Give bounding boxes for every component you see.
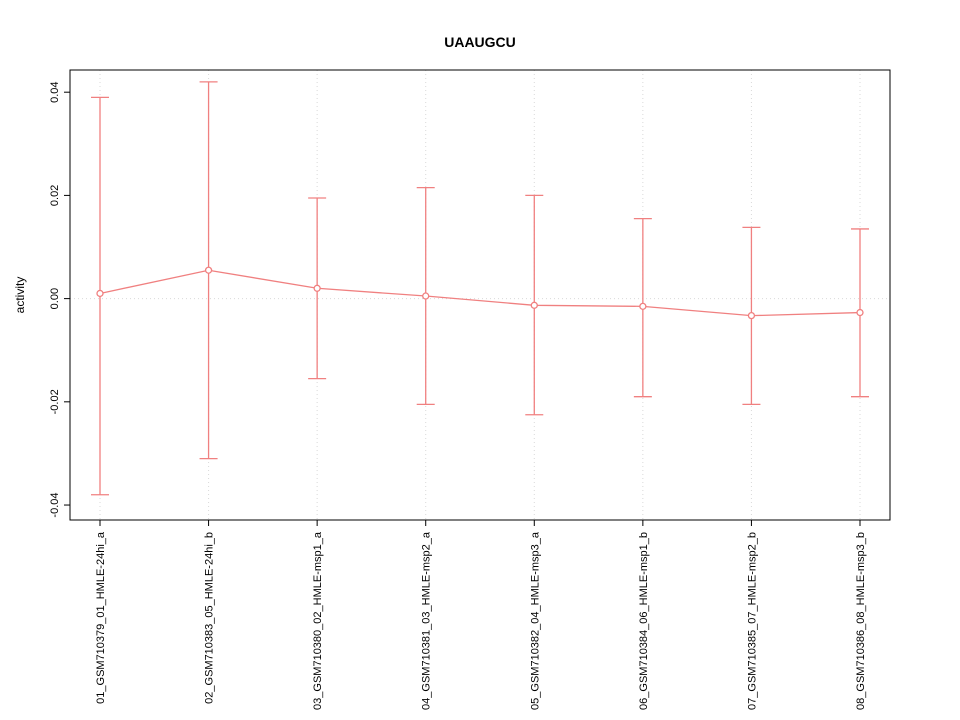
x-tick-label: 05_GSM710382_04_HMLE-msp3_a [529,531,541,710]
y-axis-label: activity [13,277,27,314]
x-tick-label: 01_GSM710379_01_HMLE-24hi_a [95,531,107,704]
mean-line [99,269,861,317]
x-axis: 01_GSM710379_01_HMLE-24hi_a 02_GSM710383_… [95,520,867,710]
y-tick-label: 0.02 [49,185,61,206]
y-tick-label: 0.04 [49,81,61,102]
chart-title: UAAUGCU [444,34,516,50]
error-bars [91,81,869,496]
y-tick-label: 0.00 [49,288,61,309]
data-point [639,302,647,311]
y-axis: -0.04 -0.02 0.00 0.02 0.04 [49,81,70,518]
data-point [96,289,104,298]
data-point [204,266,213,274]
data-point [422,292,430,300]
y-tick-label: -0.02 [49,389,61,414]
x-tick-label: 04_GSM710381_03_HMLE-msp2_a [421,531,433,710]
data-point [856,308,864,317]
plot-border [69,69,891,521]
data-point [313,284,321,292]
x-tick-label: 02_GSM710383_05_HMLE-24hi_b [204,532,216,704]
gridlines [70,70,890,520]
x-tick-label: 07_GSM710385_07_HMLE-msp2_b [746,532,758,710]
data-point [530,301,538,309]
y-tick-label: -0.04 [49,492,61,517]
x-tick-label: 06_GSM710384_06_HMLE-msp1_b [638,532,650,710]
x-tick-label: 03_GSM710380_02_HMLE-msp1_a [312,531,324,710]
x-tick-label: 08_GSM710386_08_HMLE-msp3_b [855,532,867,710]
data-point [747,311,756,320]
data-points [96,266,864,320]
